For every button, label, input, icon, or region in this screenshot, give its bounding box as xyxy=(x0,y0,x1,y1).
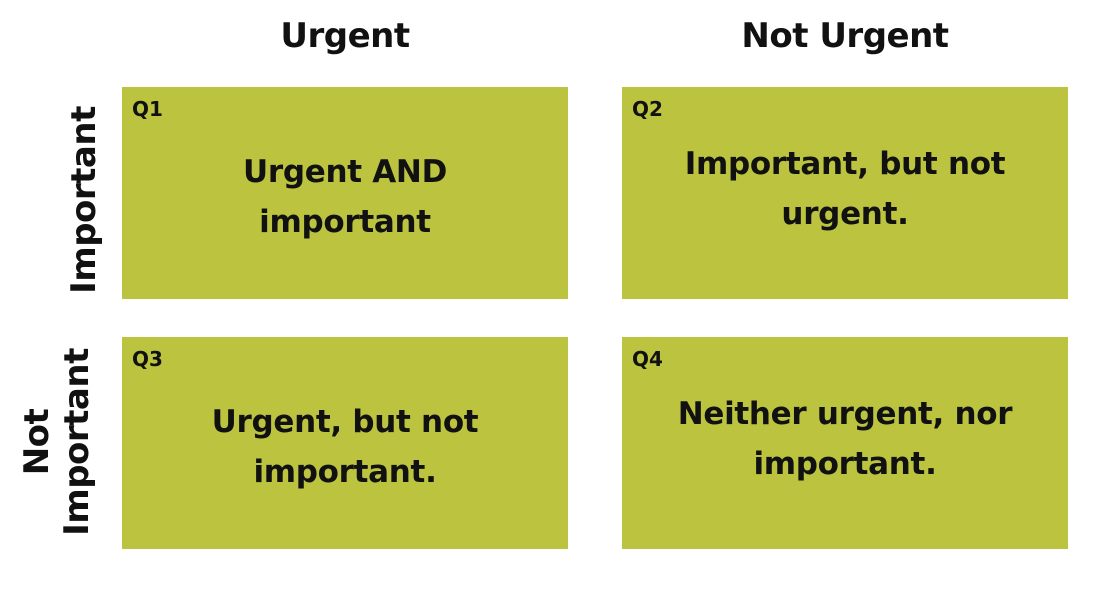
quadrant-label: Q4 xyxy=(632,347,663,371)
quadrant-q3: Q3 Urgent, but not important. xyxy=(122,337,568,549)
row-header-important: Important xyxy=(64,106,104,294)
row-header-not-important: Not Important xyxy=(17,336,101,548)
quadrant-text-line2: important. xyxy=(753,446,937,482)
quadrant-q2: Q2 Important, but not urgent. xyxy=(622,87,1068,299)
quadrant-text: Neither urgent, nor important. xyxy=(642,389,1048,489)
quadrant-q1: Q1 Urgent AND important xyxy=(122,87,568,299)
quadrant-text-line1: Urgent, but not xyxy=(211,404,479,440)
quadrant-text-line1: Urgent AND xyxy=(242,154,448,190)
quadrant-q4: Q4 Neither urgent, nor important. xyxy=(622,337,1068,549)
quadrant-text-line2: important xyxy=(259,204,431,240)
row-header-not-important-line1: Not xyxy=(17,408,57,476)
quadrant-text-line1: Neither urgent, nor xyxy=(677,396,1013,432)
quadrant-text: Important, but not urgent. xyxy=(642,139,1048,239)
quadrant-text: Urgent, but not important. xyxy=(142,397,548,497)
quadrant-label: Q1 xyxy=(132,97,163,121)
quadrant-label: Q3 xyxy=(132,347,163,371)
column-header-not-urgent: Not Urgent xyxy=(741,16,949,56)
quadrant-text: Urgent AND important xyxy=(142,147,548,247)
column-header-urgent: Urgent xyxy=(280,16,410,56)
quadrant-text-line2: urgent. xyxy=(781,196,909,232)
row-header-not-important-line2: Important xyxy=(57,348,97,536)
quadrant-text-line2: important. xyxy=(253,454,437,490)
quadrant-text-line1: Important, but not xyxy=(684,146,1006,182)
quadrant-label: Q2 xyxy=(632,97,663,121)
